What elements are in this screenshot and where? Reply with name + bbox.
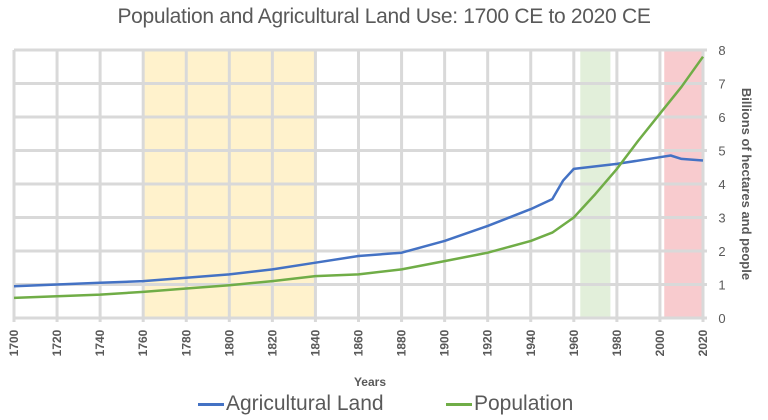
x-tick-label: 1980 — [610, 329, 624, 356]
y-tick-label: 1 — [718, 278, 725, 293]
x-tick-label: 1720 — [50, 329, 64, 356]
x-tick-label: 1820 — [265, 329, 279, 356]
legend-item-population[interactable]: Population — [446, 392, 573, 416]
y-tick-label: 5 — [718, 144, 725, 159]
x-tick-label: 1800 — [222, 329, 236, 356]
x-tick-label: 1760 — [136, 329, 150, 356]
x-tick-label: 1900 — [438, 329, 452, 356]
gridlines — [12, 48, 707, 322]
x-tick-label: 1860 — [352, 329, 366, 356]
y-tick-label: 8 — [718, 43, 725, 58]
legend-swatch-agricultural-land — [198, 402, 224, 406]
chart-title: Population and Agricultural Land Use: 17… — [117, 5, 651, 28]
series-line-population — [13, 55, 705, 300]
y-tick-label: 7 — [718, 77, 725, 92]
legend-item-agricultural-land[interactable]: Agricultural Land — [198, 392, 384, 416]
y-tick-label: 6 — [718, 110, 725, 125]
y-axis-label: Billions of hectares and people — [739, 88, 754, 280]
legend-label: Agricultural Land — [226, 392, 384, 415]
x-tick-label: 1880 — [395, 329, 409, 356]
x-tick-label: 2000 — [653, 329, 667, 356]
x-axis-label: Years — [354, 375, 386, 389]
x-tick-label: 1780 — [179, 329, 193, 356]
y-tick-label: 4 — [718, 177, 725, 192]
x-tick-label: 2020 — [696, 329, 710, 356]
y-axis-ticks: 0 1 2 3 4 5 6 7 8 — [718, 43, 725, 326]
series-line-agricultural-land — [13, 154, 704, 288]
x-axis-ticks: 1700 1720 1740 1760 1780 1800 1820 1840 1860 1880… — [7, 329, 710, 356]
y-tick-label: 2 — [718, 244, 725, 259]
x-tick-label: 1740 — [93, 329, 107, 356]
legend-swatch-population — [446, 402, 472, 406]
x-tick-label: 1920 — [481, 329, 495, 356]
legend-label: Population — [474, 392, 574, 415]
data-lines — [13, 55, 705, 300]
x-tick-label: 1940 — [524, 329, 538, 356]
x-tick-label: 1840 — [308, 329, 322, 356]
y-tick-label: 3 — [718, 211, 725, 226]
y-tick-label: 0 — [718, 311, 725, 326]
x-tick-label: 1960 — [567, 329, 581, 356]
x-tick-label: 1700 — [7, 329, 21, 356]
legend: Agricultural Land Population — [0, 392, 768, 418]
